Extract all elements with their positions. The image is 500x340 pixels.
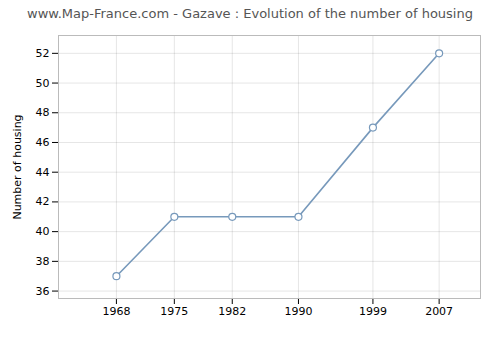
svg-text:50: 50 xyxy=(36,77,50,90)
html-text:www.Map-France.com - Gazave :: www.Map-France.com - Gazave : Evolution … xyxy=(27,6,473,21)
svg-text:38: 38 xyxy=(36,255,50,268)
svg-text:1968: 1968 xyxy=(102,305,130,318)
svg-text:52: 52 xyxy=(36,47,50,60)
svg-text:Number of housing: Number of housing xyxy=(11,114,24,219)
svg-text:1975: 1975 xyxy=(160,305,188,318)
svg-text:1999: 1999 xyxy=(359,305,387,318)
svg-text:1990: 1990 xyxy=(284,305,312,318)
svg-text:1982: 1982 xyxy=(218,305,246,318)
svg-text:44: 44 xyxy=(36,166,50,179)
svg-text:48: 48 xyxy=(36,106,50,119)
svg-text:46: 46 xyxy=(36,136,50,149)
svg-text:42: 42 xyxy=(36,195,50,208)
svg-text:2007: 2007 xyxy=(425,305,453,318)
svg-text:40: 40 xyxy=(36,225,50,238)
svg-text:36: 36 xyxy=(36,285,50,298)
